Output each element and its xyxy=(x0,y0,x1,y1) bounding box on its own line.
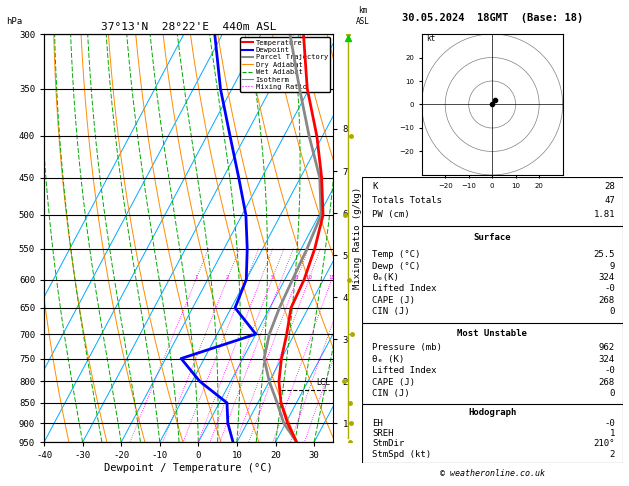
Text: StmDir: StmDir xyxy=(372,439,404,449)
Text: Most Unstable: Most Unstable xyxy=(457,329,527,338)
Text: 962: 962 xyxy=(599,344,615,352)
Text: 2: 2 xyxy=(225,275,229,279)
Text: 8: 8 xyxy=(295,275,299,279)
Text: 1: 1 xyxy=(194,275,198,279)
Text: Temp (°C): Temp (°C) xyxy=(372,250,421,260)
Text: 324: 324 xyxy=(599,355,615,364)
Text: 0: 0 xyxy=(610,389,615,398)
Text: StmSpd (kt): StmSpd (kt) xyxy=(372,450,431,459)
Y-axis label: Mixing Ratio (g/kg): Mixing Ratio (g/kg) xyxy=(353,187,362,289)
Text: PW (cm): PW (cm) xyxy=(372,210,409,219)
Text: 2: 2 xyxy=(610,450,615,459)
Text: -0: -0 xyxy=(604,284,615,294)
Text: 5: 5 xyxy=(270,275,274,279)
Text: kt: kt xyxy=(426,34,436,43)
Text: 1: 1 xyxy=(610,429,615,438)
Text: CAPE (J): CAPE (J) xyxy=(372,295,415,305)
Text: SREH: SREH xyxy=(372,429,394,438)
Text: 3: 3 xyxy=(245,275,248,279)
Text: 9: 9 xyxy=(610,261,615,271)
Text: -0: -0 xyxy=(604,366,615,375)
Text: hPa: hPa xyxy=(6,17,23,26)
Title: 37°13'N  28°22'E  440m ASL: 37°13'N 28°22'E 440m ASL xyxy=(101,22,277,32)
Text: Dewp (°C): Dewp (°C) xyxy=(372,261,421,271)
Text: 25.5: 25.5 xyxy=(593,250,615,260)
Text: Lifted Index: Lifted Index xyxy=(372,366,437,375)
Text: -0: -0 xyxy=(604,419,615,428)
X-axis label: Dewpoint / Temperature (°C): Dewpoint / Temperature (°C) xyxy=(104,463,273,473)
Text: K: K xyxy=(372,182,377,191)
Text: 10: 10 xyxy=(305,275,313,279)
Text: Totals Totals: Totals Totals xyxy=(372,196,442,205)
Text: LCL: LCL xyxy=(317,378,330,387)
Text: 324: 324 xyxy=(599,273,615,282)
Text: Lifted Index: Lifted Index xyxy=(372,284,437,294)
Text: 268: 268 xyxy=(599,295,615,305)
Text: 47: 47 xyxy=(604,196,615,205)
Text: © weatheronline.co.uk: © weatheronline.co.uk xyxy=(440,469,545,478)
Text: 1.81: 1.81 xyxy=(593,210,615,219)
Text: EH: EH xyxy=(372,419,383,428)
Text: θₑ(K): θₑ(K) xyxy=(372,273,399,282)
Text: CAPE (J): CAPE (J) xyxy=(372,378,415,386)
Text: Surface: Surface xyxy=(474,233,511,242)
Legend: Temperature, Dewpoint, Parcel Trajectory, Dry Adiabat, Wet Adiabat, Isotherm, Mi: Temperature, Dewpoint, Parcel Trajectory… xyxy=(240,37,330,92)
Text: km
ASL: km ASL xyxy=(355,6,369,26)
Text: 0: 0 xyxy=(610,307,615,316)
Text: Pressure (mb): Pressure (mb) xyxy=(372,344,442,352)
Text: CIN (J): CIN (J) xyxy=(372,307,409,316)
Text: 268: 268 xyxy=(599,378,615,386)
Text: 15: 15 xyxy=(328,275,335,279)
Text: 210°: 210° xyxy=(593,439,615,449)
Text: θₑ (K): θₑ (K) xyxy=(372,355,404,364)
Text: CIN (J): CIN (J) xyxy=(372,389,409,398)
Text: 28: 28 xyxy=(604,182,615,191)
Text: 30.05.2024  18GMT  (Base: 18): 30.05.2024 18GMT (Base: 18) xyxy=(401,13,583,23)
Text: Hodograph: Hodograph xyxy=(468,408,516,417)
